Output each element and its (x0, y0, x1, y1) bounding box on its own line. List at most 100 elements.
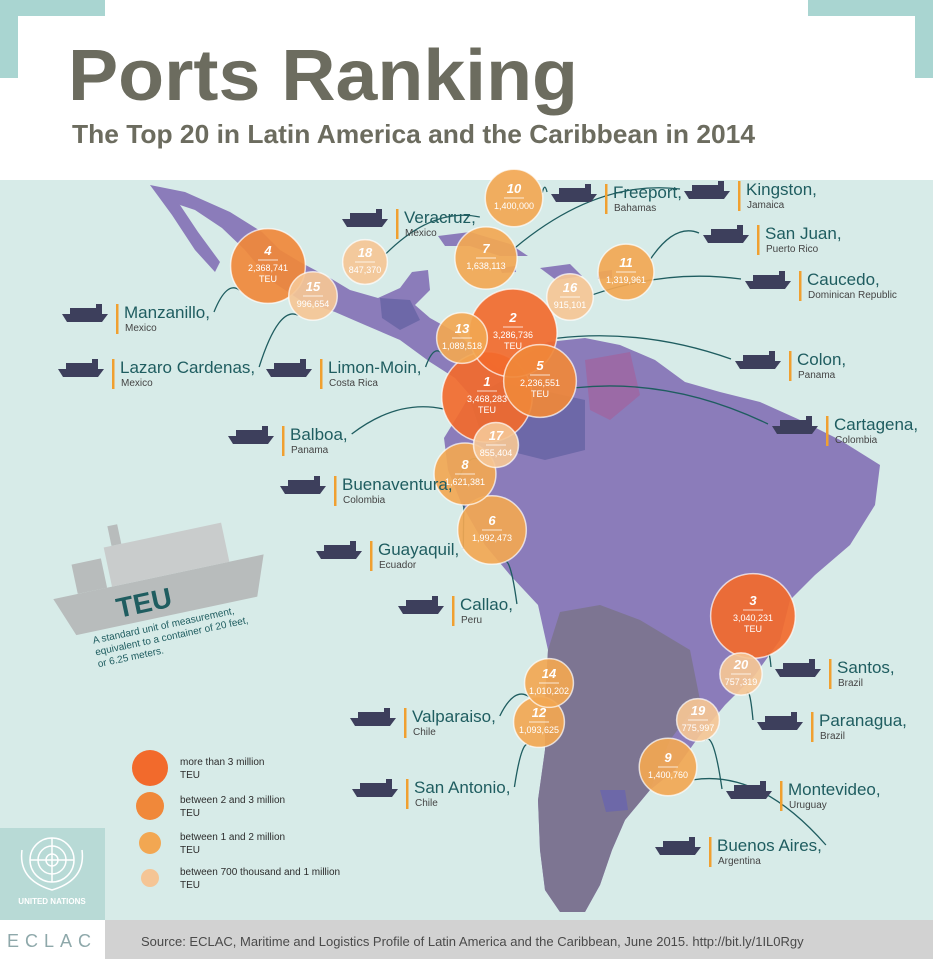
ship-icon (386, 779, 392, 789)
ship-icon (655, 847, 701, 855)
port-name: Veracruz, (404, 208, 476, 227)
ship-mast (107, 524, 122, 546)
container-stack (103, 522, 230, 587)
port-rank: 18 (358, 245, 373, 260)
ship-icon (324, 545, 350, 551)
source: Source: ECLAC, Maritime and Logistics Pr… (141, 934, 804, 949)
legend-swatch (136, 792, 164, 820)
logo-agency: ECLAC (7, 931, 97, 951)
ship-icon (718, 181, 724, 191)
ship-icon (70, 308, 96, 314)
port-rank: 7 (482, 241, 490, 256)
label-bar (799, 271, 802, 301)
ship-icon (360, 783, 386, 789)
port-country: Panama (291, 445, 329, 456)
header-background (0, 0, 933, 180)
port-teu: 855,404 (480, 448, 513, 458)
label-bar (709, 837, 712, 867)
title: Ports Ranking (68, 36, 578, 116)
corner-block (0, 0, 105, 16)
port-teu: 3,040,231 (733, 613, 773, 623)
port-teu: 996,654 (297, 299, 330, 309)
port-rank: 20 (733, 657, 749, 672)
ship-icon (274, 363, 300, 369)
corner-block (0, 0, 18, 78)
corner-block (808, 0, 933, 16)
corner-block (915, 0, 933, 78)
label-bar (789, 351, 792, 381)
legend-swatch (141, 869, 159, 887)
ship-icon (726, 791, 772, 799)
port-country: Panama (798, 370, 836, 381)
port-unit: TEU (259, 274, 277, 284)
label-bar (757, 225, 760, 255)
footer-background (0, 920, 933, 959)
legend-label: between 1 and 2 million (180, 832, 285, 843)
port-name: Buenaventura, (342, 475, 453, 494)
port-circle (229, 227, 307, 305)
ship-icon (780, 420, 806, 426)
port-unit: TEU (744, 624, 762, 634)
port-rank: 3 (749, 593, 757, 608)
ship-icon (757, 722, 803, 730)
label-bar (605, 184, 608, 214)
ship-hull (53, 554, 264, 636)
port-name: Santos, (837, 658, 895, 677)
ship-icon (692, 185, 718, 191)
label-bar (829, 659, 832, 689)
ship-icon (316, 551, 362, 559)
leader-line (575, 385, 769, 425)
leader-line (650, 230, 700, 260)
port-teu: 2,368,741 (248, 263, 288, 273)
port-rank: 8 (461, 457, 469, 472)
port-teu: 847,370 (349, 265, 382, 275)
ship-icon (559, 188, 585, 194)
port-country: Colombia (343, 495, 386, 506)
port-circles: 13,468,283TEU23,286,736TEU33,040,231TEU4… (229, 168, 797, 797)
port-teu: 775,997 (682, 723, 715, 733)
ship-icon (772, 426, 818, 434)
port-country: Colombia (835, 435, 878, 446)
logo-agency-background (0, 920, 105, 959)
port-rank: 17 (489, 428, 504, 443)
ship-icon (236, 430, 262, 436)
legend-swatch (132, 750, 168, 786)
label-bar (404, 708, 407, 738)
label-bar (406, 779, 409, 809)
port-country: Chile (413, 727, 436, 738)
ship-icon (300, 359, 306, 369)
baja-california (150, 185, 220, 272)
uruguay (600, 790, 628, 812)
port-teu: 1,992,473 (472, 533, 512, 543)
ship-icon (350, 718, 396, 726)
port-rank: 11 (619, 255, 633, 270)
ship-icon (352, 789, 398, 797)
port-country: Puerto Rico (766, 244, 819, 255)
ship-icon (262, 426, 268, 436)
label-bar (116, 304, 119, 334)
ship-icon (745, 281, 791, 289)
ship-icon (765, 716, 791, 722)
port-country: Costa Rica (329, 378, 378, 389)
ship-icon (769, 351, 775, 361)
port-name: Balboa, (290, 425, 348, 444)
legend-label: TEU (180, 770, 200, 781)
port-rank: 5 (536, 358, 544, 373)
label-bar (320, 359, 323, 389)
port-rank: 2 (508, 310, 517, 325)
port-teu: 1,400,000 (494, 201, 534, 211)
port-country: Ecuador (379, 560, 417, 571)
port-name: Valparaiso, (412, 707, 496, 726)
port-name: Guayaquil, (378, 540, 459, 559)
port-country: Mexico (405, 228, 437, 239)
ship-icon (358, 712, 384, 718)
port-country: Jamaica (747, 200, 785, 211)
ship-icon (228, 436, 274, 444)
ship-icon (350, 213, 376, 219)
port-name: Caucedo, (807, 270, 880, 289)
port-name: Cartagena, (834, 415, 918, 434)
ship-icon (753, 275, 779, 281)
ship-icon (62, 314, 108, 322)
ship-icon (96, 304, 102, 314)
